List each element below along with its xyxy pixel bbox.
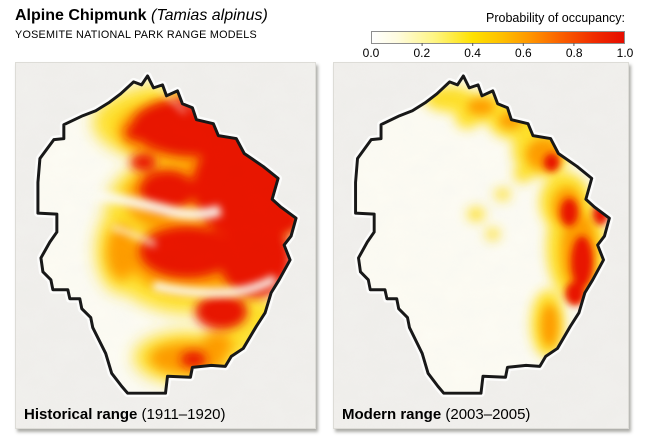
modern-range-map	[334, 63, 628, 428]
modern-caption-title: Modern range	[342, 406, 442, 423]
tick-label-1-0: 1.0	[616, 46, 634, 60]
modern-caption: Modern range (2003–2005)	[342, 406, 530, 423]
tick-label-0-6: 0.6	[515, 46, 532, 60]
species-scientific-name: (Tamias alpinus)	[151, 7, 268, 24]
tick-label-0-8: 0.8	[565, 46, 583, 60]
legend-label: Probability of occupancy:	[486, 11, 625, 25]
colorbar	[371, 31, 625, 46]
modern-caption-period: (2003–2005)	[445, 406, 531, 423]
figure-subtitle: YOSEMITE NATIONAL PARK RANGE MODELS	[15, 29, 257, 41]
park-boundary	[36, 74, 298, 395]
historical-range-panel: Historical range (1911–1920)	[15, 62, 316, 429]
tick-label-0-2: 0.2	[413, 46, 431, 60]
figure-title: Alpine Chipmunk (Tamias alpinus)	[15, 7, 268, 25]
tick-label-0-4: 0.4	[464, 46, 481, 60]
title-block: Alpine Chipmunk (Tamias alpinus) YOSEMIT…	[15, 7, 268, 41]
historical-range-map	[16, 63, 315, 428]
park-boundary	[354, 74, 611, 395]
historical-caption-period: (1911–1920)	[141, 406, 226, 423]
legend-tick-labels: 0.0 0.2 0.4 0.6 0.8 1.0	[363, 46, 634, 60]
colorbar-tick-marks	[421, 43, 575, 46]
historical-caption-title: Historical range	[24, 406, 138, 423]
modern-range-panel: Modern range (2003–2005)	[333, 62, 629, 429]
colorbar-gradient	[371, 31, 625, 44]
species-common-name: Alpine Chipmunk	[15, 7, 147, 24]
historical-caption: Historical range (1911–1920)	[24, 406, 226, 423]
tick-label-0: 0.0	[362, 46, 380, 60]
